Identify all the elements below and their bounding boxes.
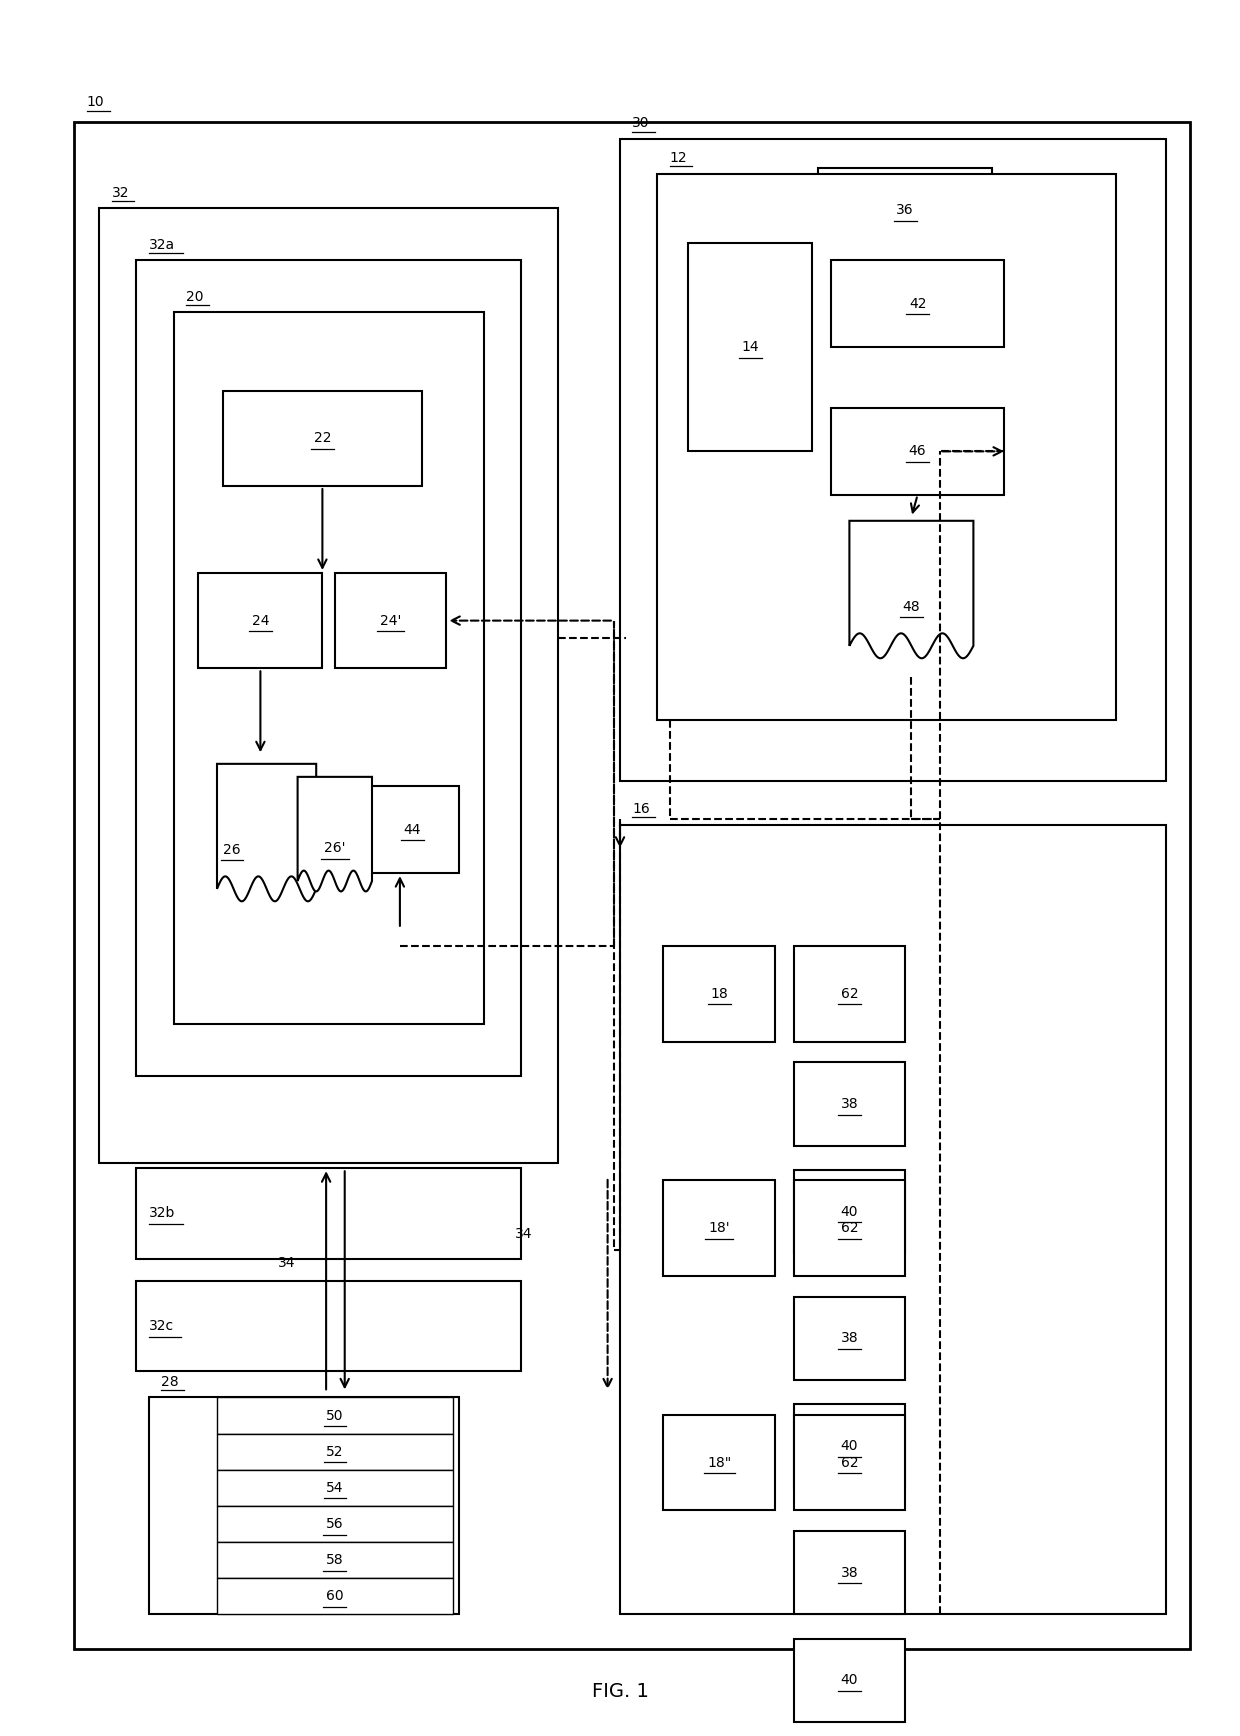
- Text: 52: 52: [326, 1444, 343, 1458]
- FancyBboxPatch shape: [794, 1639, 905, 1722]
- Polygon shape: [298, 778, 372, 891]
- Text: 26: 26: [223, 842, 241, 858]
- Text: 48: 48: [903, 599, 920, 615]
- Text: 16: 16: [632, 802, 650, 816]
- Text: 44: 44: [403, 823, 422, 837]
- FancyBboxPatch shape: [223, 391, 422, 486]
- FancyBboxPatch shape: [366, 786, 459, 873]
- FancyBboxPatch shape: [663, 1180, 775, 1276]
- FancyBboxPatch shape: [794, 1531, 905, 1614]
- Polygon shape: [217, 764, 316, 901]
- FancyBboxPatch shape: [335, 573, 446, 668]
- Text: 26': 26': [324, 842, 346, 856]
- Text: 62: 62: [841, 1220, 858, 1236]
- Text: 60: 60: [326, 1590, 343, 1604]
- Polygon shape: [849, 521, 973, 658]
- Text: 30: 30: [632, 116, 650, 130]
- FancyBboxPatch shape: [663, 946, 775, 1042]
- Text: 22: 22: [314, 431, 331, 446]
- Text: 38: 38: [841, 1097, 858, 1111]
- FancyBboxPatch shape: [136, 260, 521, 1076]
- Text: 24: 24: [252, 613, 269, 628]
- Text: 62: 62: [841, 1455, 858, 1470]
- FancyBboxPatch shape: [794, 1297, 905, 1380]
- FancyBboxPatch shape: [74, 122, 1190, 1649]
- Text: FIG. 1: FIG. 1: [591, 1682, 649, 1701]
- FancyBboxPatch shape: [818, 168, 992, 252]
- Text: 14: 14: [742, 340, 759, 354]
- FancyBboxPatch shape: [620, 139, 1166, 781]
- Text: 40: 40: [841, 1205, 858, 1219]
- Text: 18": 18": [707, 1455, 732, 1470]
- FancyBboxPatch shape: [620, 825, 1166, 1614]
- FancyBboxPatch shape: [217, 1397, 453, 1434]
- FancyBboxPatch shape: [198, 573, 322, 668]
- FancyBboxPatch shape: [217, 1470, 453, 1505]
- Text: 58: 58: [326, 1554, 343, 1568]
- FancyBboxPatch shape: [217, 1505, 453, 1542]
- Text: 24': 24': [379, 613, 402, 628]
- Text: 38: 38: [841, 1566, 858, 1580]
- FancyBboxPatch shape: [174, 312, 484, 1024]
- Text: 34: 34: [278, 1255, 295, 1271]
- Text: 40: 40: [841, 1439, 858, 1453]
- Text: 18': 18': [708, 1220, 730, 1236]
- Text: 46: 46: [909, 444, 926, 458]
- FancyBboxPatch shape: [831, 408, 1004, 495]
- FancyBboxPatch shape: [217, 1542, 453, 1578]
- FancyBboxPatch shape: [831, 260, 1004, 347]
- FancyBboxPatch shape: [794, 1415, 905, 1510]
- FancyBboxPatch shape: [657, 174, 1116, 720]
- Text: 28: 28: [161, 1375, 179, 1389]
- Text: 32: 32: [112, 186, 129, 200]
- Text: 54: 54: [326, 1481, 343, 1495]
- Text: 12: 12: [670, 151, 687, 165]
- Text: 38: 38: [841, 1332, 858, 1345]
- FancyBboxPatch shape: [217, 1578, 453, 1614]
- Text: 40: 40: [841, 1674, 858, 1687]
- Text: 36: 36: [897, 203, 914, 217]
- Text: 42: 42: [909, 297, 926, 311]
- Text: 20: 20: [186, 290, 203, 304]
- Text: 18: 18: [711, 986, 728, 1002]
- FancyBboxPatch shape: [217, 1434, 453, 1470]
- FancyBboxPatch shape: [794, 946, 905, 1042]
- Text: 50: 50: [326, 1408, 343, 1422]
- Text: 32b: 32b: [149, 1207, 175, 1220]
- Text: 32c: 32c: [149, 1319, 174, 1333]
- FancyBboxPatch shape: [794, 1404, 905, 1488]
- FancyBboxPatch shape: [149, 1397, 459, 1614]
- FancyBboxPatch shape: [688, 243, 812, 451]
- FancyBboxPatch shape: [794, 1062, 905, 1146]
- FancyBboxPatch shape: [136, 1168, 521, 1259]
- Text: 56: 56: [326, 1517, 343, 1531]
- FancyBboxPatch shape: [794, 1170, 905, 1253]
- Text: 34: 34: [515, 1227, 532, 1241]
- FancyBboxPatch shape: [136, 1281, 521, 1371]
- FancyBboxPatch shape: [99, 208, 558, 1163]
- Text: 10: 10: [87, 95, 104, 109]
- Text: 32a: 32a: [149, 238, 175, 252]
- Text: 62: 62: [841, 986, 858, 1002]
- FancyBboxPatch shape: [663, 1415, 775, 1510]
- FancyBboxPatch shape: [794, 1180, 905, 1276]
